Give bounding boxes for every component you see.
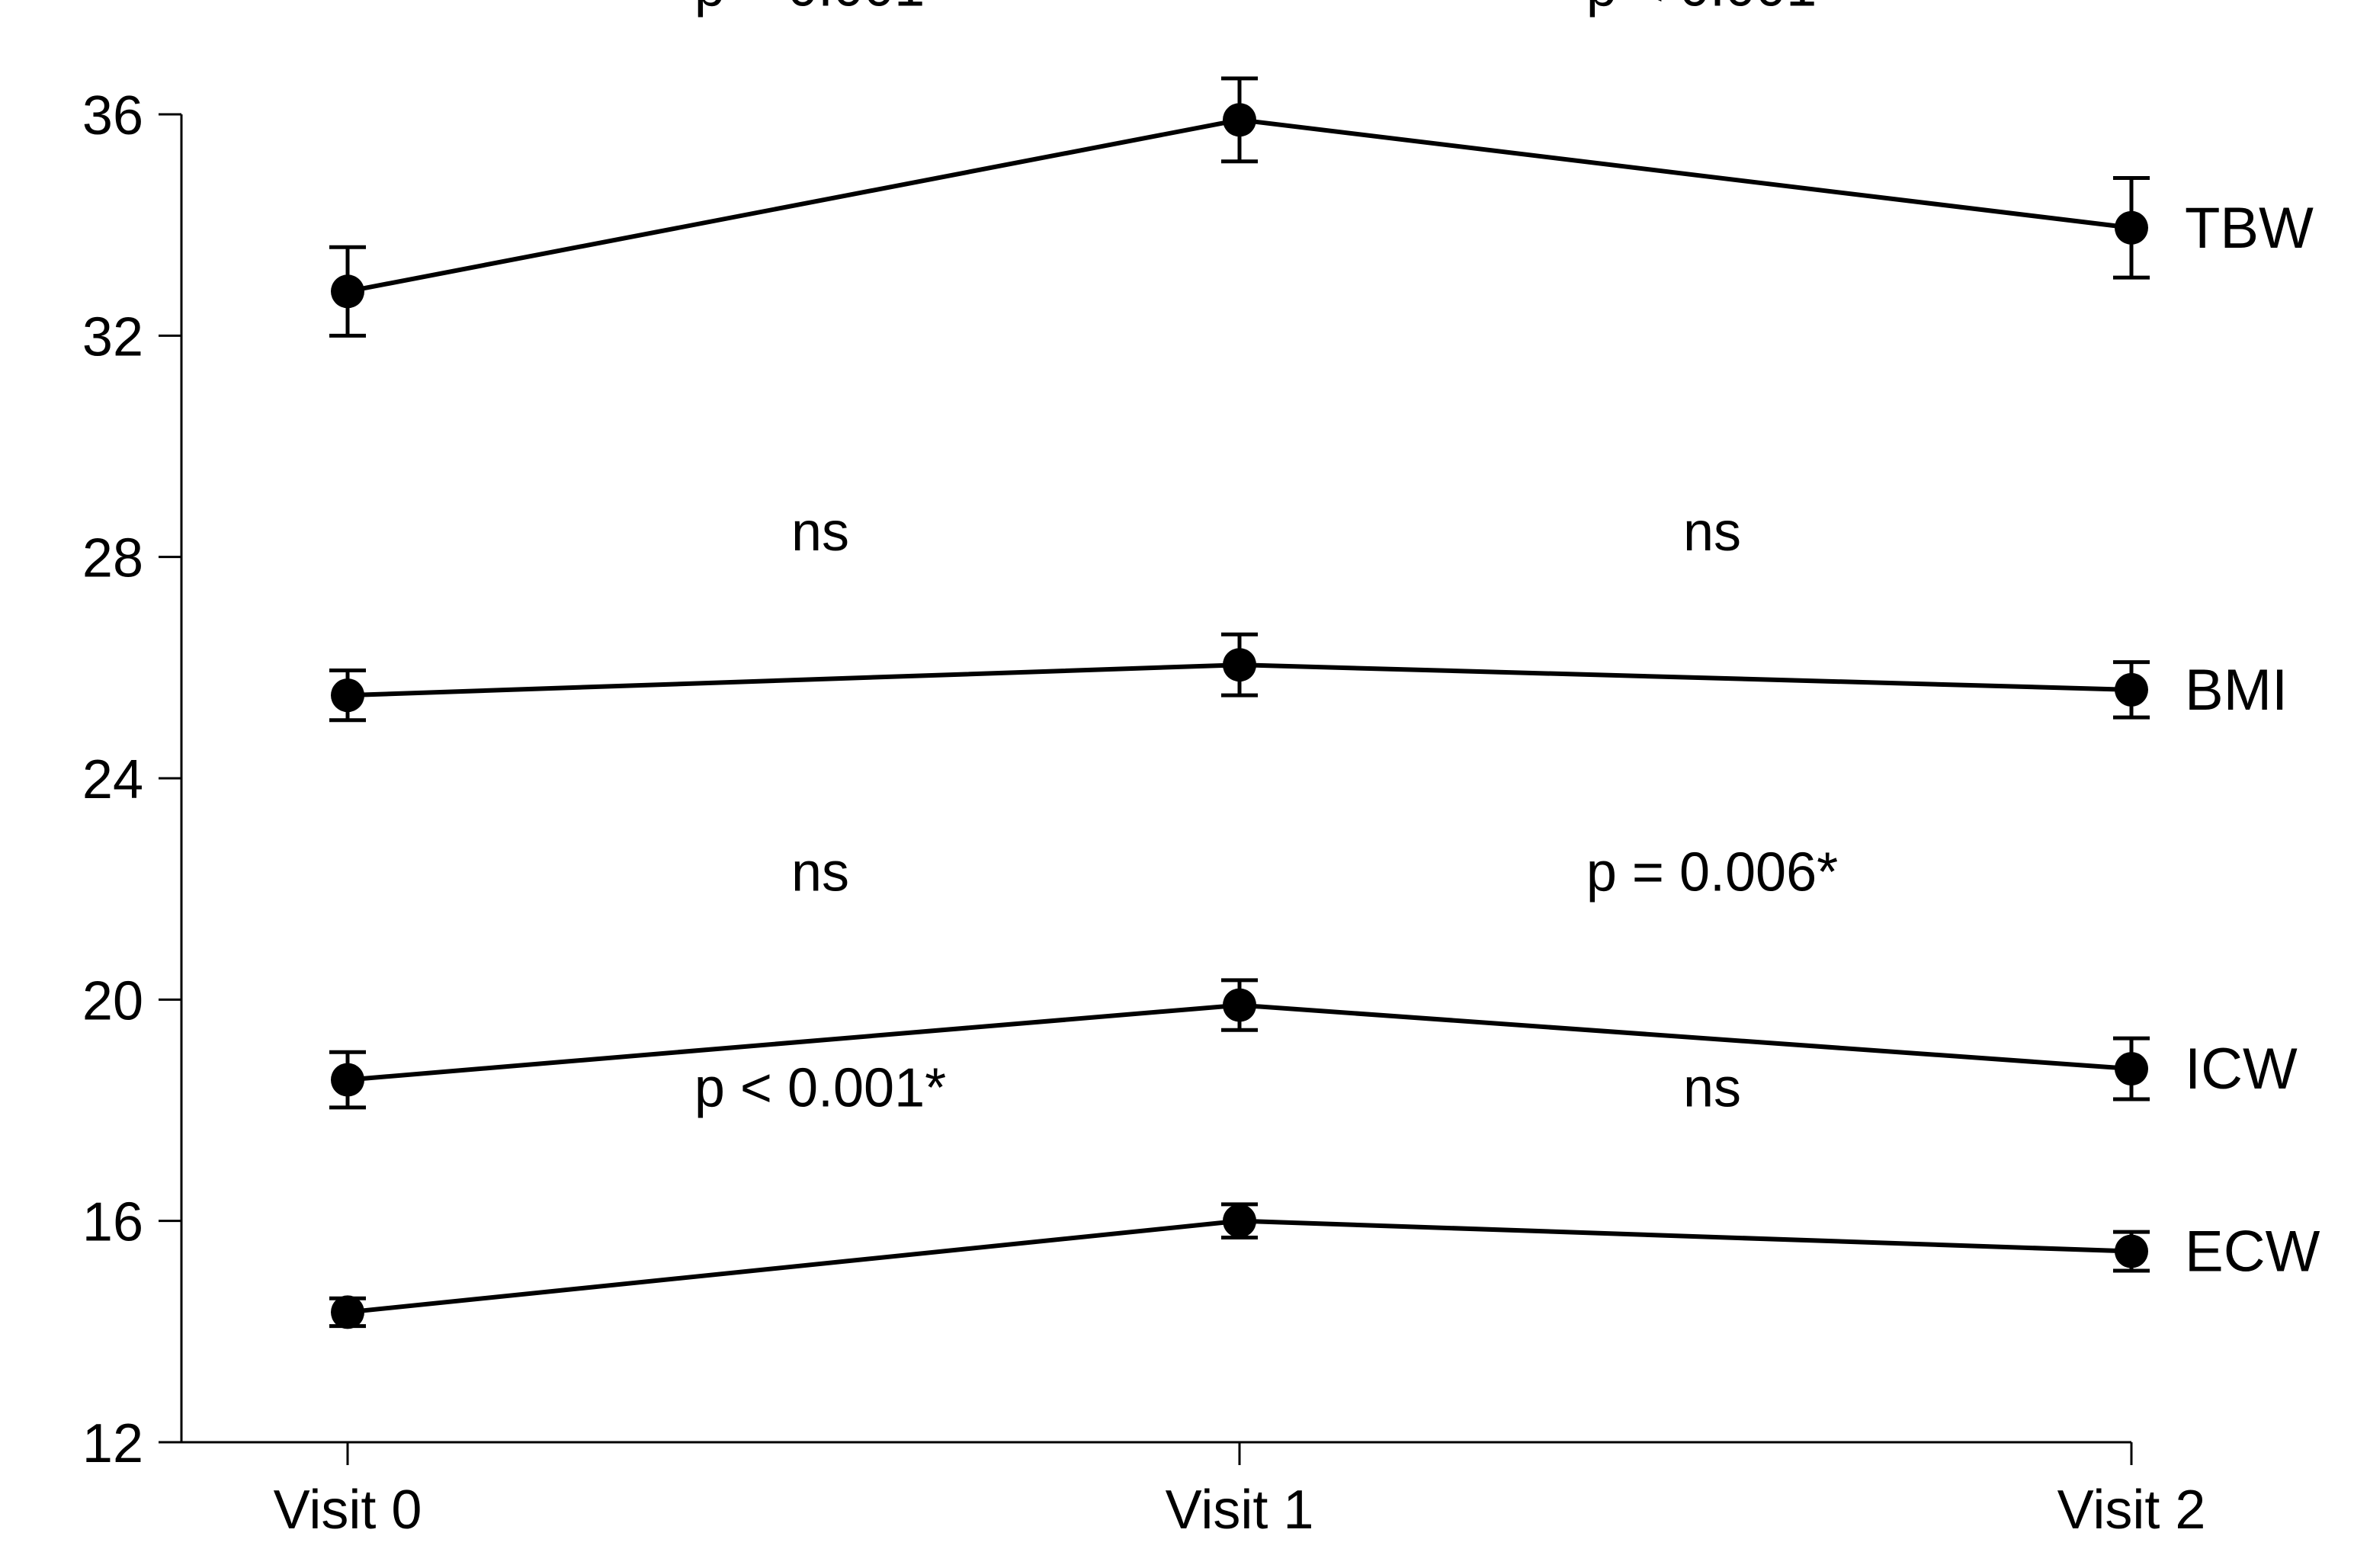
data-point: [1223, 103, 1256, 137]
data-point: [1223, 1204, 1256, 1238]
data-point: [2115, 1234, 2148, 1268]
series-label: ICW: [2185, 1037, 2298, 1101]
data-point: [2115, 672, 2148, 707]
y-tick-label: 32: [82, 306, 143, 367]
y-tick-label: 16: [82, 1192, 143, 1253]
x-tick-label: Visit 0: [274, 1480, 422, 1541]
p-value-annotation: ns: [791, 502, 849, 563]
series-label: BMI: [2185, 658, 2288, 723]
axes: 12 16 20 24 28 32 36 Visit 0 Visit 1 Visit 2: [82, 85, 2205, 1541]
y-tick-label: 12: [82, 1413, 143, 1474]
x-tick-label: Visit 2: [2057, 1480, 2206, 1541]
series-label: ECW: [2185, 1220, 2320, 1284]
y-tick-label: 20: [82, 970, 143, 1031]
data-point: [2115, 210, 2148, 245]
series-tbw: TBW: [329, 76, 2314, 338]
series-ecw: ECW: [329, 1202, 2320, 1329]
p-value-annotation: ns: [1683, 502, 1741, 563]
y-tick-label: 36: [82, 85, 143, 146]
y-tick-label: 24: [82, 749, 143, 810]
data-point: [331, 1295, 364, 1329]
y-tick-label: 28: [82, 528, 143, 589]
data-point: [331, 274, 364, 309]
p-value-annotation: ns: [1683, 1058, 1741, 1119]
p-value-annotation: p < 0.001*: [1586, 0, 1838, 18]
p-value-annotation: p = 0.001*: [694, 0, 946, 18]
series-icw: ICW: [329, 978, 2298, 1110]
data-point: [1223, 648, 1256, 682]
p-value-annotation: p = 0.006*: [1586, 842, 1838, 903]
data-point: [331, 678, 364, 713]
data-point: [1223, 988, 1256, 1022]
data-point: [331, 1063, 364, 1097]
series-group: TBW BMI ICW ECW: [329, 76, 2320, 1329]
data-point: [2115, 1052, 2148, 1086]
x-tick-label: Visit 1: [1166, 1480, 1314, 1541]
p-value-annotation: ns: [791, 842, 849, 903]
p-value-annotation: p < 0.001*: [694, 1058, 946, 1119]
annotations: p = 0.001* p < 0.001* ns ns ns p = 0.006* p < …: [694, 0, 1838, 1119]
series-bmi: BMI: [329, 632, 2288, 723]
series-label: TBW: [2185, 196, 2314, 261]
